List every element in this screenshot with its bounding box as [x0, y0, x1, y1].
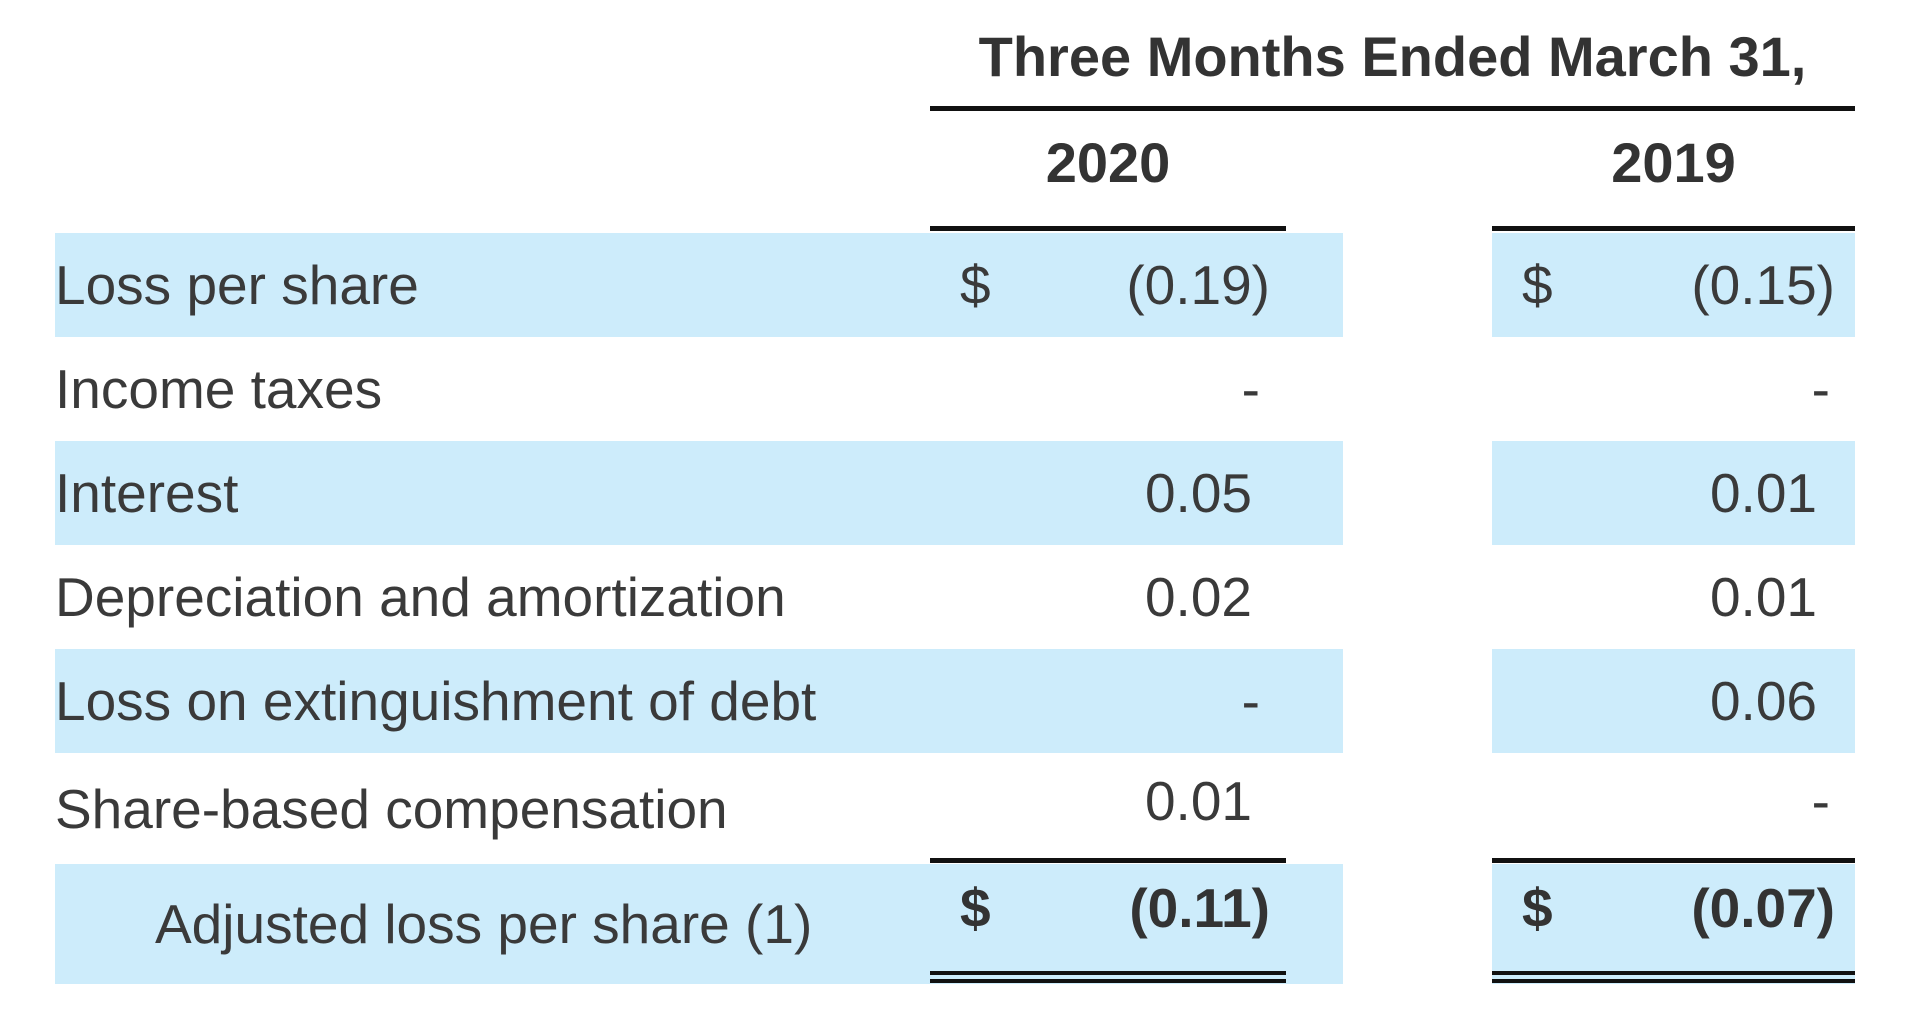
row-band — [55, 864, 1343, 984]
row-label: Interest — [55, 462, 239, 524]
value-2019: 0.01 — [1709, 566, 1817, 628]
row-band — [1492, 441, 1855, 545]
table-row-share-based-comp: Share-based compensation 0.01 - — [0, 757, 1918, 861]
year-rule-2020 — [930, 226, 1286, 231]
row-band — [1492, 233, 1855, 337]
currency-symbol-2019: $ — [1522, 254, 1553, 316]
period-header: Three Months Ended March 31, — [978, 25, 1807, 88]
year-rule-2019 — [1492, 226, 1855, 231]
value-2020: - — [1241, 670, 1260, 732]
row-band — [1492, 864, 1855, 984]
row-label: Depreciation and amortization — [55, 566, 786, 628]
row-label: Share-based compensation — [55, 778, 728, 840]
subtotal-rule-2019 — [1492, 858, 1855, 863]
row-band — [55, 441, 1343, 545]
value-2019: 0.06 — [1709, 670, 1817, 732]
table-row-extinguishment: Loss on extinguishment of debt - 0.06 — [0, 649, 1918, 753]
table-row-loss-per-share: Loss per share $ (0.19) $ (0.15) — [0, 233, 1918, 337]
value-2019: - — [1811, 358, 1830, 420]
subtotal-rule-2020 — [930, 858, 1286, 863]
year-header-2019: 2019 — [1611, 131, 1736, 194]
total-label: Adjusted loss per share (1) — [155, 893, 813, 955]
value-2020: 0.01 — [1144, 770, 1252, 832]
double-rule-2019 — [1492, 971, 1855, 975]
currency-symbol-2020: $ — [960, 877, 991, 939]
value-2020: 0.05 — [1144, 462, 1252, 524]
double-rule-2020 — [930, 971, 1286, 975]
currency-symbol-2019: $ — [1522, 877, 1553, 939]
table-row-income-taxes: Income taxes - - — [0, 337, 1918, 441]
row-band — [1492, 649, 1855, 753]
row-label: Income taxes — [55, 358, 383, 420]
table-row-interest: Interest 0.05 0.01 — [0, 441, 1918, 545]
value-2019: (0.15) — [1691, 254, 1835, 316]
total-value-2020: (0.11) — [1129, 877, 1270, 939]
period-header-rule — [930, 106, 1855, 111]
table-row-depreciation: Depreciation and amortization 0.02 0.01 — [0, 545, 1918, 649]
table-row-total: Adjusted loss per share (1) $ (0.11) $ (… — [0, 864, 1918, 984]
value-2020: (0.19) — [1126, 254, 1270, 316]
currency-symbol-2020: $ — [960, 254, 991, 316]
double-rule-2019 — [1492, 979, 1855, 983]
value-2020: - — [1241, 358, 1260, 420]
row-band — [55, 233, 1343, 337]
row-label: Loss on extinguishment of debt — [55, 670, 817, 732]
row-band — [55, 649, 1343, 753]
value-2019: - — [1811, 770, 1830, 832]
year-header-2020: 2020 — [1045, 131, 1171, 194]
double-rule-2020 — [930, 979, 1286, 983]
row-label: Loss per share — [55, 254, 419, 316]
value-2020: 0.02 — [1144, 566, 1252, 628]
total-value-2019: (0.07) — [1691, 877, 1835, 939]
value-2019: 0.01 — [1709, 462, 1817, 524]
